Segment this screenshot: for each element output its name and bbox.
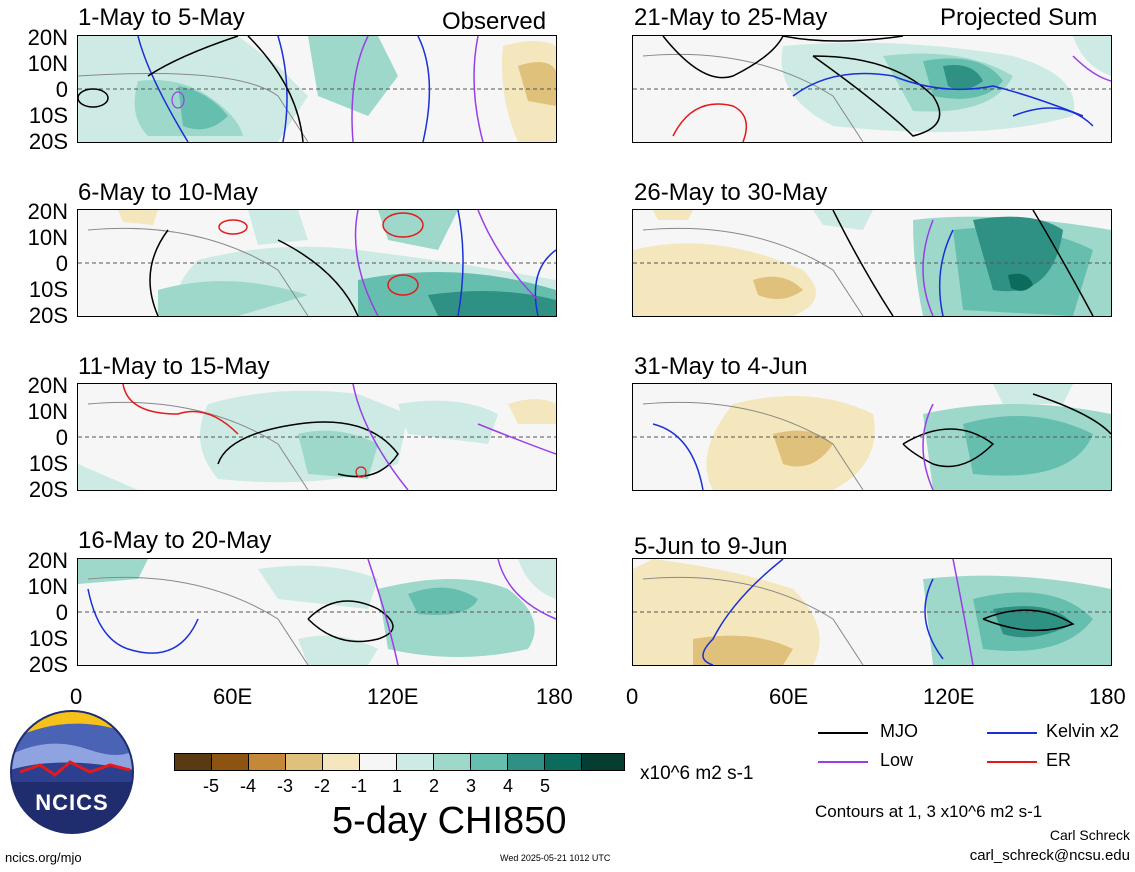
low-line-swatch <box>818 761 868 763</box>
footer-timestamp: Wed 2025-05-21 1012 UTC <box>500 853 611 863</box>
ncics-logo: NCICS <box>10 710 134 834</box>
panel-title-right-1: 21-May to 25-May <box>634 4 828 31</box>
colorbar-label: 5 <box>540 776 551 796</box>
colorbar-swatch <box>359 753 397 771</box>
colorbar-label: 4 <box>503 776 514 796</box>
colorbar-swatch <box>396 753 434 771</box>
lat-label: 20S <box>28 477 68 502</box>
colorbar-label: 3 <box>466 776 477 796</box>
lat-label: 0 <box>55 77 68 102</box>
lat-label: 10N <box>27 225 68 250</box>
legend-label-er: ER <box>1046 750 1072 770</box>
logo-text: NCICS <box>35 790 109 815</box>
colorbar-label: 2 <box>429 776 440 796</box>
map-panel-observed-2 <box>77 209 557 317</box>
lon-label: 0 <box>626 684 639 709</box>
panel-title-left-1: 1-May to 5-May <box>78 4 245 31</box>
map-panel-projected-1 <box>632 35 1112 143</box>
lat-label: 10N <box>27 574 68 599</box>
lat-label: 20N <box>27 373 68 398</box>
lat-label: 20S <box>28 303 68 328</box>
lon-label: 60E <box>213 684 253 709</box>
er-line-swatch <box>987 761 1037 763</box>
colorbar-swatch <box>248 753 286 771</box>
colorbar-label: -3 <box>277 776 294 796</box>
legend-label-mjo: MJO <box>880 721 918 741</box>
map-panel-projected-2 <box>632 209 1112 317</box>
colorbar-swatch <box>507 753 545 771</box>
panel-title-right-2: 26-May to 30-May <box>634 179 828 206</box>
lat-label: 10S <box>28 451 68 476</box>
lon-label: 120E <box>367 684 419 709</box>
map-panel-observed-3 <box>77 383 557 491</box>
projected-sum-label: Projected Sum <box>940 4 1098 31</box>
lat-label: 0 <box>55 600 68 625</box>
figure-title: 5-day CHI850 <box>332 800 567 842</box>
kelvin-line-swatch <box>987 732 1037 734</box>
legend-label-low: Low <box>880 750 914 770</box>
lat-label: 0 <box>55 251 68 276</box>
colorbar-swatch <box>433 753 471 771</box>
author-email: carl_schreck@ncsu.edu <box>969 847 1130 864</box>
colorbar-swatch <box>285 753 323 771</box>
lon-label: 60E <box>769 684 809 709</box>
colorbar-swatch <box>322 753 360 771</box>
colorbar-label: -4 <box>240 776 257 796</box>
panel-title-right-4: 5-Jun to 9-Jun <box>634 533 788 560</box>
lat-label: 20N <box>27 199 68 224</box>
legend-label-kelvin: Kelvin x2 <box>1046 721 1120 741</box>
lon-label: 180 <box>536 684 573 709</box>
colorbar-swatch <box>174 753 212 771</box>
colorbar-label: -1 <box>351 776 368 796</box>
footer-url: ncics.org/mjo <box>5 850 82 865</box>
colorbar-label: -2 <box>314 776 331 796</box>
map-panel-observed-1 <box>77 35 557 143</box>
colorbar-swatch <box>544 753 582 771</box>
contours-note: Contours at 1, 3 x10^6 m2 s-1 <box>815 802 1043 821</box>
panel-title-left-3: 11-May to 15-May <box>78 353 270 380</box>
colorbar-swatch <box>581 753 625 771</box>
colorbar-units: x10^6 m2 s-1 <box>640 763 754 784</box>
colorbar-swatch <box>211 753 249 771</box>
colorbar-label: -5 <box>203 776 220 796</box>
mjo-line-swatch <box>818 732 868 734</box>
lat-label: 10S <box>28 277 68 302</box>
lat-label: 10S <box>28 626 68 651</box>
observed-label: Observed <box>442 8 547 35</box>
lat-label: 20N <box>27 548 68 573</box>
lat-label: 10S <box>28 103 68 128</box>
colorbar-swatch <box>470 753 508 771</box>
panel-title-right-3: 31-May to 4-Jun <box>634 353 808 380</box>
lon-label: 180 <box>1089 684 1126 709</box>
lon-label: 120E <box>923 684 975 709</box>
map-panel-projected-3 <box>632 383 1112 491</box>
lon-label: 0 <box>70 684 83 709</box>
lat-label: 0 <box>55 425 68 450</box>
author-name: Carl Schreck <box>1049 827 1130 843</box>
lat-label: 10N <box>27 399 68 424</box>
map-panel-observed-4 <box>77 558 557 666</box>
lat-label: 10N <box>27 51 68 76</box>
lat-label: 20S <box>28 129 68 154</box>
panel-title-left-2: 6-May to 10-May <box>78 179 259 206</box>
lat-label: 20S <box>28 652 68 677</box>
panel-title-left-4: 16-May to 20-May <box>78 527 272 554</box>
map-panel-projected-4 <box>632 558 1112 666</box>
lat-label: 20N <box>27 25 68 50</box>
colorbar-label: 1 <box>392 776 403 796</box>
